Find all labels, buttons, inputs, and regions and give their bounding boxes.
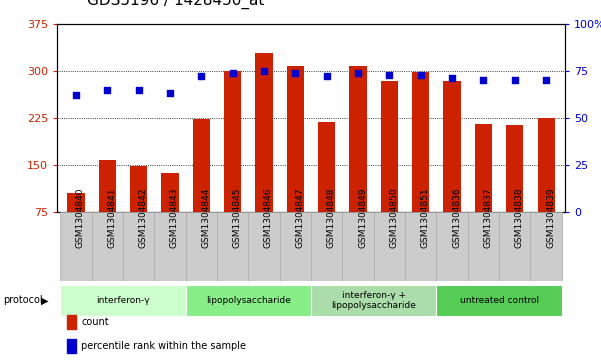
Bar — [318, 122, 335, 212]
Bar — [217, 212, 248, 281]
Point — [478, 77, 488, 83]
Point — [197, 74, 206, 79]
Bar — [343, 212, 374, 281]
Bar — [506, 125, 523, 212]
Point — [353, 70, 363, 76]
Bar — [531, 212, 562, 281]
Text: lipopolysaccharide: lipopolysaccharide — [206, 296, 291, 305]
Point — [259, 68, 269, 74]
Text: GSM1304846: GSM1304846 — [264, 188, 273, 248]
Bar — [67, 193, 85, 212]
Text: protocol: protocol — [3, 295, 43, 305]
Bar — [60, 285, 186, 316]
Bar — [255, 53, 273, 212]
Bar — [161, 173, 178, 212]
Text: GSM1304836: GSM1304836 — [452, 188, 461, 248]
Text: GSM1304842: GSM1304842 — [139, 188, 148, 248]
Text: GSM1304838: GSM1304838 — [515, 188, 524, 248]
Text: GSM1304837: GSM1304837 — [483, 188, 492, 248]
Bar — [60, 212, 91, 281]
Text: GSM1304840: GSM1304840 — [76, 188, 85, 248]
Bar — [381, 81, 398, 212]
Text: percentile rank within the sample: percentile rank within the sample — [82, 341, 246, 351]
Text: GSM1304850: GSM1304850 — [389, 188, 398, 248]
Bar — [186, 212, 217, 281]
Text: ▶: ▶ — [41, 295, 48, 305]
Bar — [186, 285, 311, 316]
Bar — [537, 118, 555, 212]
Bar — [311, 285, 436, 316]
Text: GSM1304851: GSM1304851 — [421, 188, 430, 248]
Bar — [67, 315, 76, 330]
Bar — [279, 212, 311, 281]
Text: GSM1304844: GSM1304844 — [201, 188, 210, 248]
Point — [416, 72, 426, 77]
Text: GSM1304848: GSM1304848 — [327, 188, 336, 248]
Bar — [311, 212, 343, 281]
Bar — [499, 212, 531, 281]
Bar — [123, 212, 154, 281]
Bar — [154, 212, 186, 281]
Point — [290, 70, 300, 76]
Point — [71, 93, 81, 98]
Point — [102, 87, 112, 93]
Bar — [91, 212, 123, 281]
Bar — [412, 72, 429, 212]
Text: count: count — [82, 317, 109, 327]
Text: interferon-γ: interferon-γ — [96, 296, 150, 305]
Point — [385, 72, 394, 77]
Point — [510, 77, 520, 83]
Point — [134, 87, 144, 93]
Bar — [436, 285, 562, 316]
Text: GSM1304841: GSM1304841 — [107, 188, 116, 248]
Text: GSM1304839: GSM1304839 — [546, 188, 555, 248]
Bar — [405, 212, 436, 281]
Bar — [468, 212, 499, 281]
Text: interferon-γ +
lipopolysaccharide: interferon-γ + lipopolysaccharide — [331, 291, 416, 310]
Bar — [287, 66, 304, 212]
Text: GSM1304843: GSM1304843 — [170, 188, 179, 248]
Bar — [130, 166, 147, 212]
Point — [322, 74, 332, 79]
Point — [542, 77, 551, 83]
Bar — [248, 212, 279, 281]
Text: GDS5196 / 1428450_at: GDS5196 / 1428450_at — [87, 0, 264, 9]
Bar — [374, 212, 405, 281]
Text: GSM1304849: GSM1304849 — [358, 188, 367, 248]
Text: untreated control: untreated control — [460, 296, 538, 305]
Bar — [475, 124, 492, 212]
Bar — [193, 119, 210, 212]
Bar — [67, 339, 76, 353]
Point — [165, 90, 175, 96]
Bar — [99, 160, 116, 212]
Bar — [224, 71, 241, 212]
Bar — [444, 81, 461, 212]
Bar — [349, 66, 367, 212]
Point — [228, 70, 237, 76]
Bar — [436, 212, 468, 281]
Text: GSM1304845: GSM1304845 — [233, 188, 242, 248]
Text: GSM1304847: GSM1304847 — [295, 188, 304, 248]
Point — [447, 76, 457, 81]
